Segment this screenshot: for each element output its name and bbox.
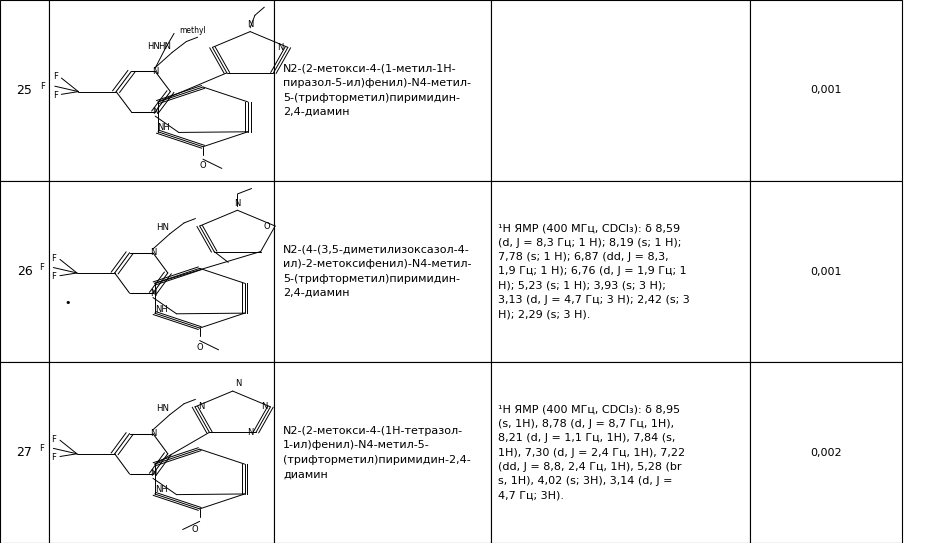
Text: methyl: methyl xyxy=(178,26,206,35)
Bar xyxy=(750,362,902,543)
Text: F: F xyxy=(51,254,56,263)
Bar xyxy=(274,362,491,543)
Text: 26: 26 xyxy=(17,265,32,278)
Text: HN: HN xyxy=(147,42,160,52)
Text: N: N xyxy=(152,108,159,116)
Text: F: F xyxy=(51,453,56,462)
Text: 0,001: 0,001 xyxy=(810,85,842,96)
Text: N: N xyxy=(247,20,253,29)
Text: F: F xyxy=(53,91,58,100)
Text: O: O xyxy=(199,161,207,171)
Text: N2-(4-(3,5-диметилизоксазол-4-
ил)-2-метоксифенил)-N4-метил-
5-(трифторметил)пир: N2-(4-(3,5-диметилизоксазол-4- ил)-2-мет… xyxy=(283,245,472,298)
Bar xyxy=(274,181,491,362)
Text: N: N xyxy=(236,380,242,388)
Text: ¹H ЯМР (400 МГц, CDCl₃): δ 8,59
(d, J = 8,3 Гц; 1 H); 8,19 (s; 1 H);
7,78 (s; 1 : ¹H ЯМР (400 МГц, CDCl₃): δ 8,59 (d, J = … xyxy=(498,223,690,320)
Text: HN: HN xyxy=(156,404,169,413)
Text: N: N xyxy=(198,402,204,412)
Text: HN: HN xyxy=(159,42,171,50)
Bar xyxy=(49,362,274,543)
Bar xyxy=(491,362,750,543)
Text: NH: NH xyxy=(155,485,168,494)
Text: NH: NH xyxy=(155,305,168,313)
Text: O: O xyxy=(263,222,270,231)
Text: 27: 27 xyxy=(17,446,32,459)
Text: HN: HN xyxy=(156,223,169,232)
Text: N: N xyxy=(246,428,253,437)
Text: N: N xyxy=(152,67,159,76)
Text: N2-(2-метокси-4-(1Н-тетразол-
1-ил)фенил)-N4-метил-5-
(трифторметил)пиримидин-2,: N2-(2-метокси-4-(1Н-тетразол- 1-ил)фенил… xyxy=(283,426,471,479)
Text: ¹H ЯМР (400 МГц, CDCl₃): δ 8,95
(s, 1H), 8,78 (d, J = 8,7 Гц, 1H),
8,21 (d, J = : ¹H ЯМР (400 МГц, CDCl₃): δ 8,95 (s, 1H),… xyxy=(498,405,685,501)
Text: F: F xyxy=(53,72,58,81)
Text: 0,002: 0,002 xyxy=(810,447,842,458)
Text: N: N xyxy=(277,43,283,52)
Bar xyxy=(274,0,491,181)
Text: N: N xyxy=(150,289,156,298)
Text: N2-(2-метокси-4-(1-метил-1Н-
пиразол-5-ил)фенил)-N4-метил-
5-(трифторметил)пирим: N2-(2-метокси-4-(1-метил-1Н- пиразол-5-и… xyxy=(283,64,471,117)
Text: N: N xyxy=(234,199,241,207)
Text: F: F xyxy=(39,444,43,453)
Text: NH: NH xyxy=(157,123,170,132)
Text: O: O xyxy=(196,343,203,352)
Text: N: N xyxy=(150,429,156,438)
Text: N: N xyxy=(261,402,267,412)
Bar xyxy=(750,181,902,362)
Bar xyxy=(49,181,274,362)
Bar xyxy=(491,181,750,362)
Text: F: F xyxy=(41,81,45,91)
Bar xyxy=(491,0,750,181)
Bar xyxy=(0,362,49,543)
Text: 0,001: 0,001 xyxy=(810,267,842,276)
Text: N: N xyxy=(150,470,156,478)
Text: •: • xyxy=(65,298,71,308)
Text: O: O xyxy=(192,525,198,534)
Text: N: N xyxy=(150,248,156,257)
Bar xyxy=(750,0,902,181)
Bar xyxy=(0,0,49,181)
Text: 25: 25 xyxy=(17,84,32,97)
Text: F: F xyxy=(51,272,56,281)
Text: F: F xyxy=(51,434,56,444)
Bar xyxy=(49,0,274,181)
Bar xyxy=(0,181,49,362)
Text: F: F xyxy=(39,263,43,272)
